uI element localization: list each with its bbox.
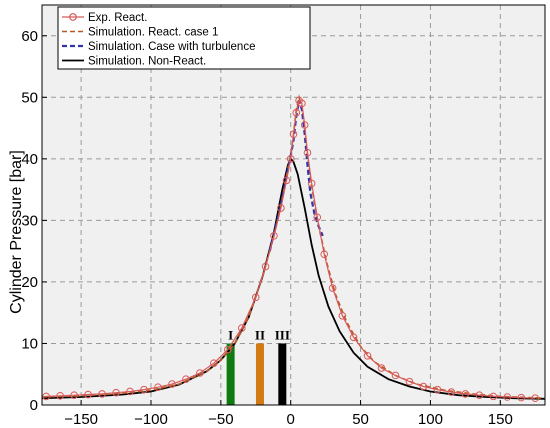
legend-label: Simulation. Case with turbulence [88, 41, 255, 53]
data-point [517, 393, 526, 402]
x-tick-label: 0 [287, 411, 295, 428]
data-point [289, 130, 298, 139]
data-point [238, 324, 246, 332]
plot-area [42, 5, 545, 405]
data-point [433, 385, 442, 394]
x-tick-label: 100 [418, 411, 443, 428]
marker-label: III [275, 327, 290, 342]
data-point [270, 231, 278, 240]
data-point [292, 108, 301, 117]
y-tick-label: 10 [21, 335, 38, 352]
legend-label: Simulation. React. case 1 [88, 27, 218, 39]
data-point [154, 383, 162, 391]
data-point [126, 387, 134, 396]
data-point [313, 213, 322, 222]
marker-bar [255, 343, 264, 405]
data-point [447, 388, 456, 396]
data-point [489, 392, 498, 401]
data-point [182, 375, 190, 383]
data-point [328, 284, 337, 292]
data-point [277, 204, 285, 212]
data-point [531, 394, 540, 403]
data-point [303, 148, 312, 157]
data-point [140, 385, 148, 394]
data-point [210, 359, 218, 367]
data-point [261, 262, 270, 271]
data-point [349, 333, 358, 342]
legend-label: Exp. React. [88, 12, 147, 24]
data-point [461, 390, 470, 398]
legend-box [57, 6, 311, 70]
data-point [282, 176, 291, 185]
legend-label: Simulation. Non-React. [88, 56, 206, 68]
x-tick-label: 50 [352, 411, 369, 428]
data-point [419, 382, 428, 391]
y-tick-label: 60 [21, 28, 38, 45]
y-tick-label: 0 [30, 397, 38, 414]
marker-bar [226, 343, 235, 405]
y-tick-label: 40 [21, 151, 38, 168]
series-line [268, 100, 324, 252]
data-point [56, 391, 64, 400]
data-point [307, 179, 316, 188]
data-point [475, 391, 484, 399]
data-point [405, 377, 414, 386]
x-tick-label: 150 [488, 411, 513, 428]
data-point [224, 345, 232, 354]
data-point [42, 392, 50, 401]
marker-bar [278, 343, 287, 405]
data-point [70, 391, 78, 399]
y-tick-label: 50 [21, 89, 38, 106]
data-point [196, 369, 204, 377]
data-point [338, 311, 347, 320]
x-tick-label: −100 [134, 411, 168, 428]
data-point [251, 293, 260, 302]
data-point [112, 388, 120, 397]
data-point [503, 393, 512, 401]
data-point [320, 250, 329, 259]
x-tick-label: −50 [208, 411, 233, 428]
marker-label: II [255, 327, 265, 342]
marker-label: I [228, 327, 233, 342]
data-point [300, 121, 309, 129]
data-point [84, 390, 92, 399]
data-point [168, 380, 176, 388]
data-point [286, 155, 295, 163]
plot-frame [41, 4, 546, 406]
data-point [98, 390, 106, 398]
data-point [298, 99, 306, 108]
series-line [46, 99, 536, 399]
data-point [363, 351, 372, 360]
y-axis-label: Cylinder Pressure [bar] [8, 150, 25, 314]
legend-marker [69, 13, 77, 21]
data-point [377, 364, 386, 372]
x-tick-label: −150 [64, 411, 98, 428]
data-point [391, 371, 400, 380]
y-tick-label: 30 [21, 212, 38, 229]
y-tick-label: 20 [21, 274, 38, 291]
